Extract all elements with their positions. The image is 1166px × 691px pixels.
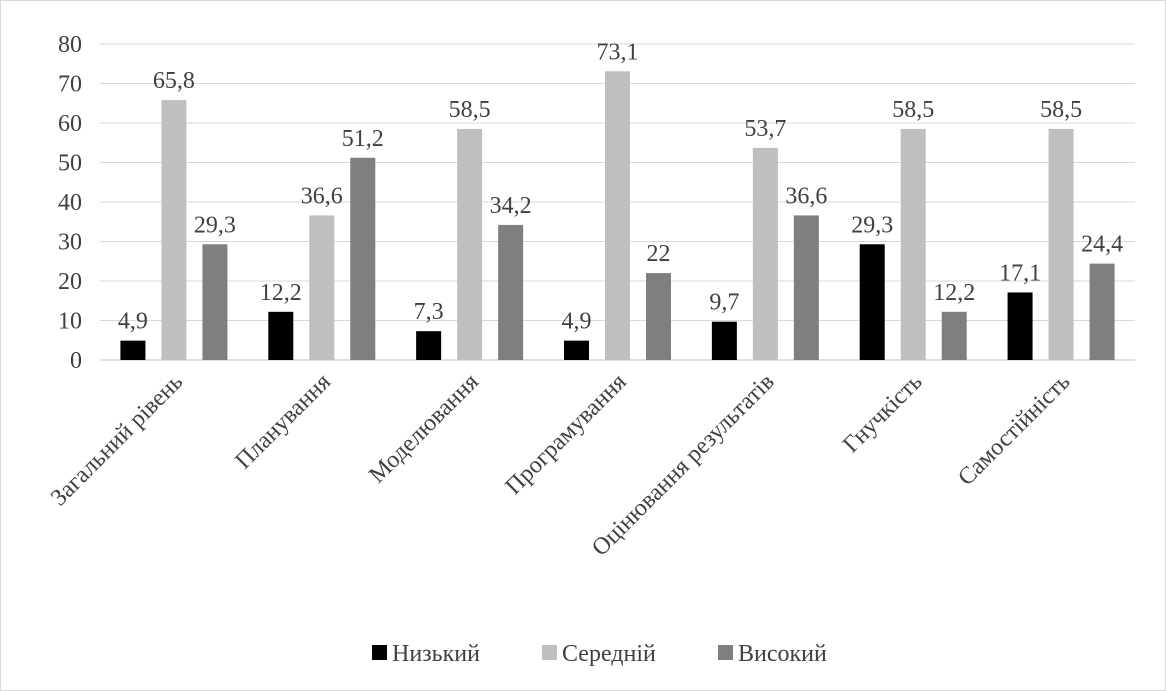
- y-tick-label: 0: [70, 348, 82, 374]
- data-label: 22: [647, 241, 671, 267]
- legend: Низький Середній Високий: [372, 641, 827, 667]
- data-label: 12,2: [260, 280, 302, 306]
- legend-label: Низький: [392, 641, 480, 667]
- bar: [309, 215, 335, 360]
- data-label: 58,5: [449, 97, 491, 123]
- data-label: 12,2: [933, 280, 975, 306]
- data-label: 73,1: [597, 39, 639, 65]
- data-label: 58,5: [1040, 97, 1082, 123]
- bar: [646, 273, 671, 360]
- data-label: 65,8: [153, 68, 195, 94]
- bar: [752, 147, 778, 360]
- y-tick-label: 60: [58, 111, 82, 137]
- bar: [1089, 263, 1115, 360]
- bar: [941, 311, 967, 360]
- category-label: Моделювання: [364, 369, 484, 489]
- category-labels: Загальний рівень Планування Моделювання Про…: [46, 369, 1075, 562]
- legend-label: Середній: [562, 641, 656, 667]
- data-label: 24,4: [1081, 232, 1123, 258]
- data-label: 36,6: [785, 183, 827, 209]
- y-tick-label: 40: [58, 190, 82, 216]
- legend-swatch: [372, 645, 387, 660]
- data-label: 9,7: [709, 290, 739, 316]
- bar: [564, 340, 589, 360]
- y-tick-label: 30: [58, 230, 82, 256]
- data-label: 58,5: [892, 97, 934, 123]
- data-label: 29,3: [851, 212, 893, 238]
- bar: [161, 100, 187, 360]
- bar: [859, 244, 885, 360]
- bar: [1007, 292, 1033, 360]
- category-label: Програмування: [501, 369, 632, 500]
- bar: [457, 128, 483, 360]
- data-label: 4,9: [562, 309, 592, 335]
- data-label: 51,2: [342, 126, 384, 152]
- data-label: 17,1: [999, 260, 1041, 286]
- category-label: Гнучкість: [838, 369, 927, 458]
- bar: [268, 311, 294, 360]
- category-label: Загальний рівень: [46, 369, 188, 511]
- bars: [120, 71, 1115, 360]
- y-axis-ticks: 0 10 20 30 40 50 60 70 80: [58, 32, 82, 374]
- bar: [711, 321, 737, 360]
- bar: [350, 157, 376, 360]
- bar: [1048, 128, 1074, 360]
- data-label: 4,9: [118, 309, 148, 335]
- y-tick-label: 70: [58, 72, 82, 98]
- bar: [120, 340, 146, 360]
- bar: [900, 128, 926, 360]
- data-labels: 4,9 65,8 29,3 12,2 36,6 51,2 7,3 58,5 34,2 4,9 73,…: [118, 39, 1123, 334]
- y-tick-label: 80: [58, 32, 82, 58]
- category-label: Самостійність: [953, 369, 1075, 491]
- category-label: Планування: [231, 369, 337, 475]
- y-tick-label: 20: [58, 269, 82, 295]
- data-label: 36,6: [301, 183, 343, 209]
- legend-label: Високий: [738, 641, 827, 667]
- data-label: 7,3: [414, 299, 444, 325]
- legend-swatch: [718, 645, 733, 660]
- bar: [793, 215, 819, 360]
- bar: [498, 224, 524, 360]
- data-label: 53,7: [744, 116, 786, 142]
- legend-swatch: [542, 645, 557, 660]
- y-tick-label: 50: [58, 151, 82, 177]
- bar: [416, 331, 442, 360]
- data-label: 29,3: [194, 212, 236, 238]
- y-tick-label: 10: [58, 309, 82, 335]
- bar: [202, 244, 228, 360]
- bar: [605, 71, 630, 360]
- data-label: 34,2: [490, 193, 532, 219]
